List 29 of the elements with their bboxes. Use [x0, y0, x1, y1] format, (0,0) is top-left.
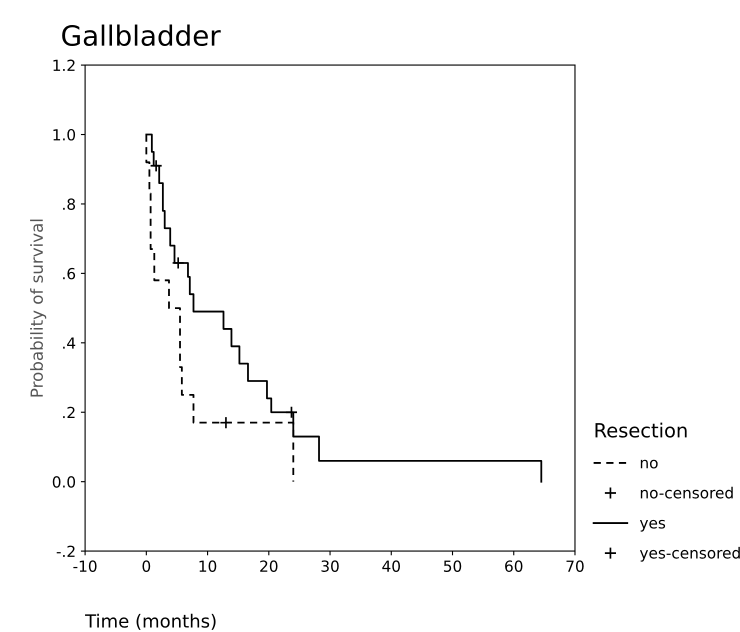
x-axis-title: Time (months) [85, 614, 216, 630]
y-tick-label: 0.0 [52, 476, 76, 488]
point [285, 406, 298, 419]
legend-label: yes [640, 520, 666, 532]
x-tick-label: 20 [260, 560, 278, 572]
y-tick-label: .6 [63, 268, 76, 280]
y-tick-label: -.2 [56, 546, 75, 557]
y-tick-label: .8 [63, 198, 76, 210]
x-tick-label: 40 [382, 560, 400, 572]
legend-title: Resection [596, 422, 687, 438]
x-tick-label: 30 [321, 560, 339, 572]
x-tick-label: 0 [142, 560, 150, 572]
y-tick-label: .4 [63, 337, 76, 349]
x-tick-label: 50 [444, 560, 462, 572]
y-tick-label: .2 [63, 406, 75, 418]
x-tick-label: 70 [566, 560, 584, 572]
point [150, 159, 163, 172]
y-tick-label: 1.0 [53, 128, 76, 141]
legend-label: no [640, 460, 658, 469]
y-axis-title: Probability of survival [30, 220, 46, 396]
legend-label: no-censored [640, 486, 733, 499]
point [220, 416, 232, 430]
y-tick-label: 1.2 [53, 60, 75, 71]
point [172, 256, 185, 270]
x-tick-label: 10 [200, 560, 216, 572]
legend-label: yes-censored [640, 546, 740, 562]
x-tick-label: -10 [73, 560, 97, 572]
x-tick-label: 60 [505, 560, 522, 572]
chart-title: Gallbladder [62, 24, 221, 46]
